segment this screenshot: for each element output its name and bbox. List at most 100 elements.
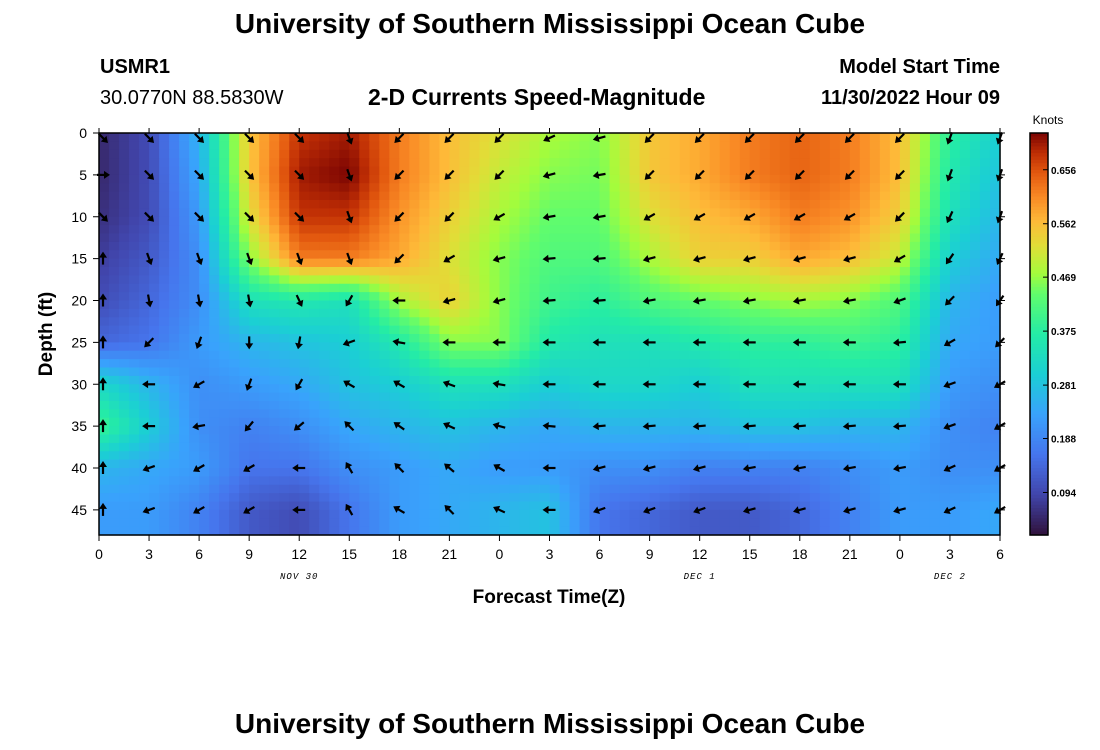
heatmap-cell xyxy=(229,501,240,511)
heatmap-cell xyxy=(149,133,160,142)
heatmap-cell xyxy=(489,459,501,469)
heatmap-cell xyxy=(289,200,300,209)
heatmap-cell xyxy=(849,200,861,209)
heatmap-cell xyxy=(879,200,891,209)
heatmap-cell xyxy=(919,225,931,235)
heatmap-cell xyxy=(879,442,891,452)
heatmap-cell xyxy=(559,258,571,268)
heatmap-cell xyxy=(929,317,941,327)
colorbar-segment xyxy=(1030,454,1048,459)
heatmap-cell xyxy=(639,384,651,394)
heatmap-cell xyxy=(479,484,491,494)
heatmap-cell xyxy=(899,367,911,377)
heatmap-cell xyxy=(479,501,491,511)
heatmap-cell xyxy=(879,250,891,260)
heatmap-cell xyxy=(509,241,521,251)
heatmap-cell xyxy=(899,308,911,318)
heatmap-cell xyxy=(249,317,260,327)
heatmap-cell xyxy=(849,325,861,335)
heatmap-cell xyxy=(539,459,551,469)
heatmap-cell xyxy=(859,342,871,352)
heatmap-cell xyxy=(749,267,761,276)
heatmap-cell xyxy=(489,325,501,335)
heatmap-cell xyxy=(759,459,771,469)
heatmap-cell xyxy=(249,493,260,503)
heatmap-cell xyxy=(159,317,170,327)
heatmap-cell xyxy=(989,225,1001,235)
heatmap-cell xyxy=(369,493,380,503)
heatmap-cell xyxy=(479,476,491,486)
current-arrow xyxy=(842,380,856,389)
heatmap-cell xyxy=(259,501,270,511)
heatmap-cell xyxy=(819,509,831,519)
heatmap-cell xyxy=(149,275,160,285)
heatmap-cell xyxy=(619,250,631,260)
heatmap-cell xyxy=(559,484,571,494)
heatmap-cell xyxy=(449,375,460,385)
heatmap-cell xyxy=(619,426,631,436)
heatmap-cell xyxy=(399,350,410,360)
heatmap-cell xyxy=(249,241,260,251)
heatmap-cell xyxy=(759,518,771,528)
heatmap-cell xyxy=(899,166,911,176)
heatmap-cell xyxy=(539,359,551,369)
heatmap-cell xyxy=(99,426,110,436)
heatmap-cell xyxy=(239,250,250,260)
heatmap-cell xyxy=(809,283,821,293)
heatmap-cell xyxy=(549,275,561,285)
heatmap-cell xyxy=(489,241,501,251)
heatmap-cell xyxy=(169,509,180,519)
heatmap-cell xyxy=(319,417,330,427)
heatmap-cell xyxy=(259,275,270,285)
heatmap-cell xyxy=(689,225,701,235)
heatmap-cell xyxy=(779,275,791,285)
heatmap-cell xyxy=(829,384,841,394)
heatmap-cell xyxy=(419,250,430,260)
heatmap-cell xyxy=(549,442,561,452)
heatmap-cell xyxy=(529,401,541,410)
heatmap-cell xyxy=(659,459,671,469)
x-tick-label: 3 xyxy=(145,546,153,562)
heatmap-cell xyxy=(369,241,380,251)
heatmap-cell xyxy=(249,191,260,201)
heatmap-cell xyxy=(619,225,631,235)
heatmap-cell xyxy=(269,501,280,511)
colorbar-segment xyxy=(1030,427,1048,432)
heatmap-cell xyxy=(929,342,941,352)
heatmap-cell xyxy=(769,350,781,360)
heatmap-cell xyxy=(919,426,931,436)
heatmap-cell xyxy=(149,233,160,243)
current-arrow xyxy=(943,338,956,347)
heatmap-cell xyxy=(809,292,821,302)
heatmap-cell xyxy=(559,468,571,477)
heatmap-cell xyxy=(909,300,921,310)
heatmap-cell xyxy=(319,149,330,159)
heatmap-cell xyxy=(239,442,250,452)
heatmap-cell xyxy=(759,317,771,327)
heatmap-cell xyxy=(839,250,851,260)
heatmap-cell xyxy=(119,141,130,151)
heatmap-cell xyxy=(229,267,240,276)
current-arrow xyxy=(244,132,255,143)
heatmap-cell xyxy=(599,166,611,176)
heatmap-cell xyxy=(149,392,160,402)
heatmap-cell xyxy=(299,141,310,151)
heatmap-cell xyxy=(989,384,1001,394)
heatmap-cell xyxy=(129,317,140,327)
heatmap-cell xyxy=(119,225,130,235)
heatmap-cell xyxy=(989,133,1001,142)
heatmap-cell xyxy=(239,384,250,394)
heatmap-cell xyxy=(859,225,871,235)
heatmap-cell xyxy=(519,300,531,310)
heatmap-cell xyxy=(349,493,360,503)
heatmap-cell xyxy=(629,141,641,151)
heatmap-cell xyxy=(509,518,521,528)
heatmap-cell xyxy=(419,149,430,159)
heatmap-cell xyxy=(799,484,811,494)
heatmap-cell xyxy=(689,367,701,377)
heatmap-cell xyxy=(219,417,230,427)
heatmap-cell xyxy=(419,442,430,452)
current-arrow xyxy=(142,422,156,431)
heatmap-cell xyxy=(309,409,320,419)
heatmap-cell xyxy=(859,200,871,209)
